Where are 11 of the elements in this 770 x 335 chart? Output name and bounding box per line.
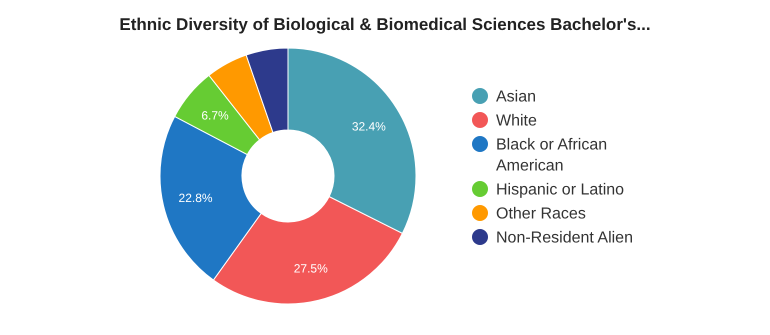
legend-label: Hispanic or Latino	[496, 182, 624, 199]
legend-label: Non-Resident Alien	[496, 230, 633, 247]
chart-title: Ethnic Diversity of Biological & Biomedical Sciences Bachelor's...	[119, 15, 651, 34]
legend-label: White	[496, 112, 537, 130]
data-label: 27.5%	[294, 261, 328, 276]
data-label: 32.4%	[352, 119, 386, 134]
data-label: 6.7%	[201, 108, 229, 122]
data-label: 22.8%	[178, 191, 213, 206]
legend-label: Black or African American	[496, 136, 608, 175]
legend-label: Other Races	[496, 206, 586, 223]
legend-label: Asian	[496, 88, 536, 106]
